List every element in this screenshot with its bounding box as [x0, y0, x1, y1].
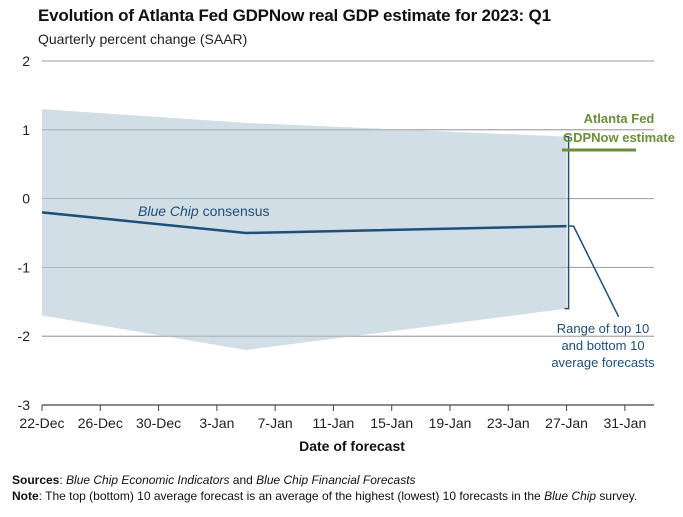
gdpnow-legend-label-line1: Atlanta Fed	[584, 111, 655, 126]
range-band-layer	[42, 60, 654, 350]
x-tick-label: 31-Jan	[603, 415, 646, 431]
blue-chip-consensus-line	[41, 211, 567, 235]
y-tick-label: 0	[22, 191, 30, 207]
x-tick-label: 7-Jan	[258, 415, 293, 431]
range-label-line1: Range of top 10	[557, 321, 650, 336]
methodology-note: Note: The top (bottom) 10 average foreca…	[12, 489, 638, 503]
x-tick-label: 26-Dec	[78, 415, 123, 431]
gdpnow-legend-label-line2: GDPNow estimate	[563, 130, 675, 145]
series-layer	[41, 135, 620, 318]
y-tick-label: -2	[18, 328, 31, 344]
blue-chip-consensus-label: Blue Chip consensus	[138, 203, 270, 219]
x-tick-label: 30-Dec	[136, 415, 181, 431]
range-band	[42, 109, 567, 350]
sources-note: Sources: Blue Chip Economic Indicators a…	[12, 473, 416, 487]
range-label-line3: average forecasts	[551, 355, 655, 370]
range-label-line2: and bottom 10	[561, 338, 644, 353]
x-tick-label: 23-Jan	[487, 415, 530, 431]
chart-title: Evolution of Atlanta Fed GDPNow real GDP…	[38, 6, 551, 25]
x-tick-label: 19-Jan	[429, 415, 472, 431]
x-tick-label: 27-Jan	[545, 415, 588, 431]
y-tick-label: 1	[22, 122, 30, 138]
range-leader-line	[568, 225, 620, 318]
annotations: Blue Chip consensus Atlanta Fed GDPNow e…	[138, 111, 675, 370]
x-tick-label: 3-Jan	[199, 415, 234, 431]
x-axis-label: Date of forecast	[299, 438, 405, 454]
y-tick-label: 2	[22, 53, 30, 69]
y-tick-label: -3	[18, 397, 31, 413]
x-tick-label: 11-Jan	[313, 415, 355, 431]
axes: -3 -2 -1 0 1 2 22-Dec 26-Dec 30-Dec 3-Jan 7-Jan 11-…	[18, 53, 654, 431]
x-tick-label: 15-Jan	[370, 415, 413, 431]
range-bracket	[564, 135, 570, 310]
chart-subtitle: Quarterly percent change (SAAR)	[38, 31, 248, 47]
y-tick-label: -1	[18, 259, 31, 275]
x-tick-label: 22-Dec	[19, 415, 64, 431]
